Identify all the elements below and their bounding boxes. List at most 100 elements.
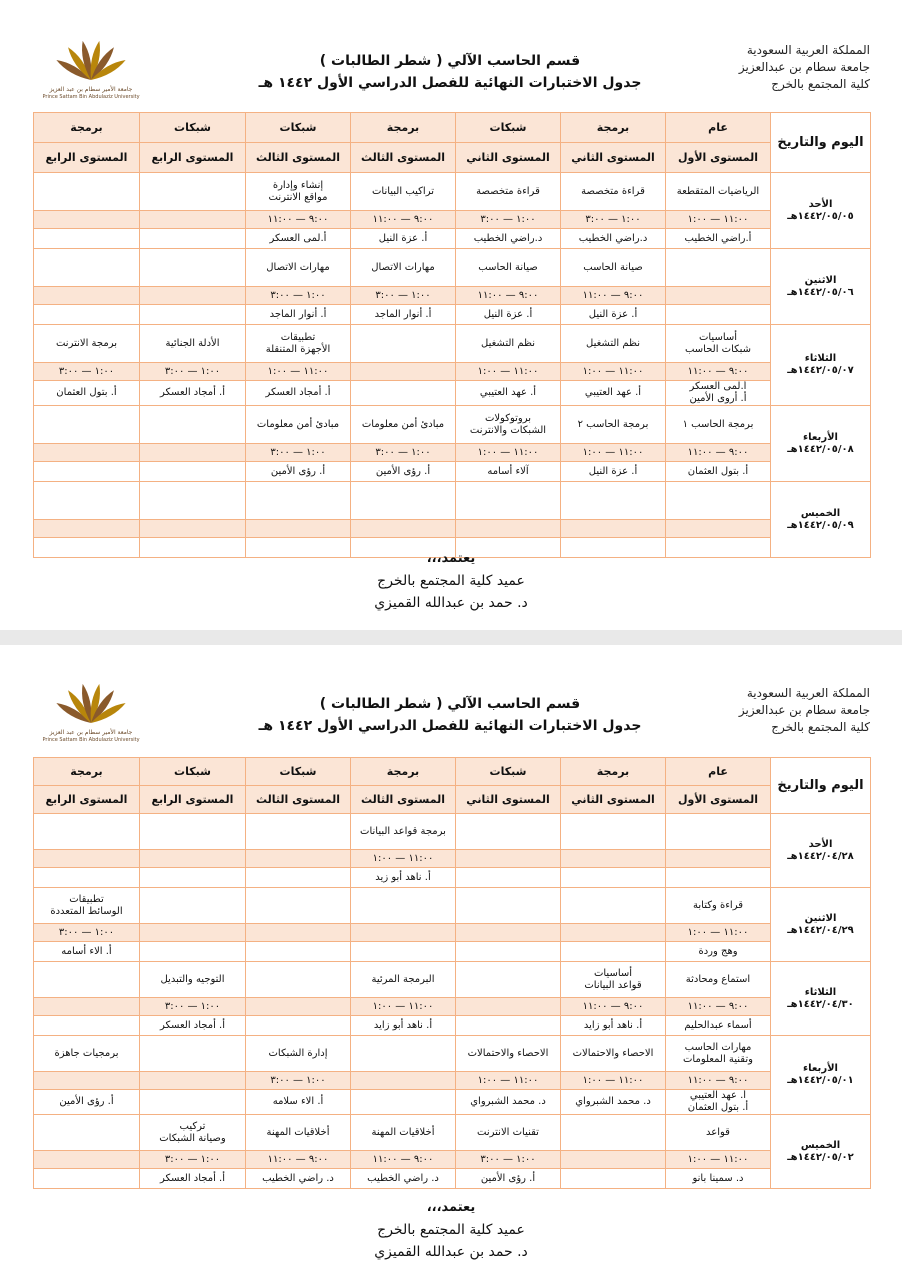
subject-cell: برمجة الحاسب ١ (665, 405, 771, 444)
time-cell (665, 519, 771, 538)
time-cell: ٩:٠٠ — ١١:٠٠ (350, 210, 456, 229)
subject-cell: برمجة قواعد البيانات (350, 813, 456, 850)
teachers-row: وهج وردة أ. الاء أسامه (33, 941, 871, 962)
time-cell (350, 519, 456, 538)
approval-line: يعتمد،،، (426, 1200, 476, 1215)
day-cell: الأحد ١٤٤٢/٠٤/٢٨هـ (770, 813, 871, 888)
time-cell (245, 997, 351, 1016)
subject-cell: تطبيقات الوسائط المتعددة (33, 887, 140, 924)
time-cell (139, 1071, 246, 1090)
day-date: ١٤٤٢/٠٥/٠٦هـ (787, 286, 854, 298)
time-cell: ٩:٠٠ — ١١:٠٠ (245, 210, 351, 229)
teacher-cell: وهج وردة (665, 941, 771, 962)
subject-cell (350, 1035, 456, 1072)
teacher-cell: أ. عزة النيل (455, 304, 561, 325)
day-cell: الاثنين ١٤٤٢/٠٤/٢٩هـ (770, 887, 871, 962)
subject-cell: صيانة الحاسب (560, 248, 666, 287)
teacher-cell: د. راضي الخطيب (245, 1168, 351, 1189)
subject-cell: إدارة الشبكات (245, 1035, 351, 1072)
teacher-cell (33, 461, 140, 482)
day-name: الخميس (800, 1139, 841, 1151)
subjects-row: الثلاثاء ١٤٤٢/٠٤/٣٠هـ استماع ومحادثة أساسيا… (33, 961, 871, 1036)
logo-leaf (90, 40, 100, 80)
subject-cell: الأدلة الجنائية (139, 324, 246, 363)
subject-cell: مهارات الحاسب وتقنية المعلومات (665, 1035, 771, 1072)
institution-block: المملكة العربية السعودية جامعة سطام بن عب… (739, 42, 870, 93)
subjects-row: الأحد ١٤٤٢/٠٥/٠٥هـ الرياضيات المتقطعة قراءة… (33, 172, 871, 249)
teacher-cell (33, 1015, 140, 1036)
times-row: ١١:٠٠ — ١:٠٠ ١:٠٠ — ٣:٠٠ ٩:٠٠ — ١١:٠٠ ٩:٠٠ … (33, 1150, 871, 1169)
teacher-cell: أ. أنوار الماجد (245, 304, 351, 325)
level-header: المستوى الثاني (560, 142, 666, 173)
schedule-title: جدول الاختبارات النهائية للفصل الدراسي ا… (258, 718, 642, 734)
track-row: اليوم والتاريخ عام برمجة شبكات برمجة شبكات شبك… (33, 757, 871, 814)
day-name: الأربعاء (803, 431, 838, 443)
logo-english: Prince Sattam Bin Abdulaziz University (42, 94, 140, 100)
subject-cell: البرمجة المرئية (350, 961, 456, 998)
subject-cell (139, 1035, 246, 1072)
time-cell: ٩:٠٠ — ١١:٠٠ (665, 362, 771, 381)
teacher-cell: د. محمد الشبرواي (560, 1089, 666, 1115)
time-cell (245, 519, 351, 538)
times-row (33, 519, 871, 538)
teacher-cell (665, 304, 771, 325)
subject-cell: برمجة الحاسب ٢ (560, 405, 666, 444)
logo-leaf (82, 40, 92, 80)
subject-cell: مهارات الاتصال (245, 248, 351, 287)
subject-cell (560, 1114, 666, 1151)
subject-cell: بروتوكولات الشبكات والانترنت (455, 405, 561, 444)
day-cell: الثلاثاء ١٤٤٢/٠٥/٠٧هـ (770, 324, 871, 406)
time-cell: ١١:٠٠ — ١:٠٠ (665, 210, 771, 229)
teacher-cell (350, 941, 456, 962)
teacher-cell: أ. رؤى الأمين (350, 461, 456, 482)
time-cell: ١:٠٠ — ٣:٠٠ (350, 443, 456, 462)
subject-cell: قراءة وكتابة (665, 887, 771, 924)
time-cell (665, 849, 771, 868)
track-header: برمجة (33, 757, 140, 786)
time-cell (139, 286, 246, 305)
subject-cell (33, 248, 140, 287)
teacher-cell: آلاء أسامه (455, 461, 561, 482)
time-cell (139, 849, 246, 868)
approval-block: يعتمد،،، عميد كلية المجتمع بالخرج د. حمد ب… (300, 1197, 602, 1263)
subject-cell (245, 481, 351, 520)
level-header: المستوى الرابع (139, 142, 246, 173)
level-header: المستوى الثالث (245, 142, 351, 173)
subject-cell: برمجيات جاهزة (33, 1035, 140, 1072)
time-cell (350, 923, 456, 942)
times-row: ٩:٠٠ — ١١:٠٠ ٩:٠٠ — ١١:٠٠ ١:٠٠ — ٣:٠٠ ١:٠٠ … (33, 286, 871, 305)
subject-cell (33, 1114, 140, 1151)
times-row: ٩:٠٠ — ١١:٠٠ ٩:٠٠ — ١١:٠٠ ١١:٠٠ — ١:٠٠ ١:٠٠… (33, 997, 871, 1016)
day-cell: الأربعاء ١٤٤٢/٠٥/٠١هـ (770, 1035, 871, 1115)
teacher-cell (245, 537, 351, 558)
subject-cell (665, 248, 771, 287)
time-cell: ١:٠٠ — ٣:٠٠ (33, 362, 140, 381)
time-cell: ١١:٠٠ — ١:٠٠ (665, 1150, 771, 1169)
subject-cell (350, 887, 456, 924)
approval-block: يعتمد،،، عميد كلية المجتمع بالخرج د. حمد ب… (300, 548, 602, 614)
day-name: الأربعاء (803, 1063, 838, 1074)
subjects-row: الخميس ١٤٤٢/٠٥/٠٢هـ قواعد تقنيات الانترنت أخ… (33, 1114, 871, 1189)
time-cell: ٩:٠٠ — ١١:٠٠ (245, 1150, 351, 1169)
teacher-cell: أ.راضي الخطيب (665, 228, 771, 249)
subject-cell (455, 481, 561, 520)
subject-cell: استماع ومحادثة (665, 961, 771, 998)
subjects-row: الثلاثاء ١٤٤٢/٠٥/٠٧هـ أساسيات شبكات الحاسب… (33, 324, 871, 406)
teacher-cell: د. راضي الخطيب (350, 1168, 456, 1189)
teacher-cell (245, 941, 351, 962)
time-cell: ١١:٠٠ — ١:٠٠ (560, 443, 666, 462)
teachers-row: أ. بتول العثمان أ. عزة النيل آلاء أسامه أ. … (33, 461, 871, 482)
time-cell: ١١:٠٠ — ١:٠٠ (560, 362, 666, 381)
subject-cell (139, 481, 246, 520)
teacher-cell: أ. بتول العثمان (665, 461, 771, 482)
subject-cell (350, 324, 456, 363)
time-cell (245, 849, 351, 868)
teacher-cell (139, 537, 246, 558)
subject-cell: التوجيه والتبديل (139, 961, 246, 998)
teacher-cell: أ. رؤى الأمين (33, 1089, 140, 1115)
level-header: المستوى الثالث (350, 785, 456, 814)
level-header: المستوى الرابع (33, 142, 140, 173)
subject-cell: إنشاء وإدارة مواقع الانترنت (245, 172, 351, 211)
day-cell: الخميس ١٤٤٢/٠٥/٠٩هـ (770, 481, 871, 558)
teacher-cell (33, 1168, 140, 1189)
